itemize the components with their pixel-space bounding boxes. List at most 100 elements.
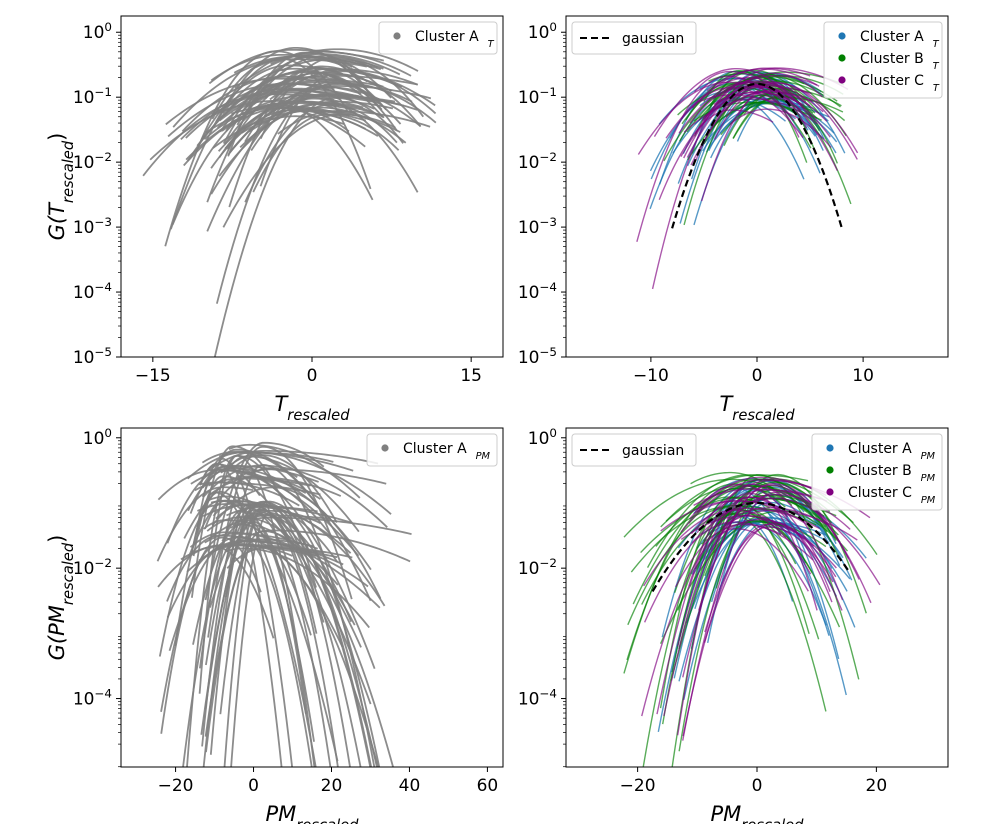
x-tick-label: 10 (852, 366, 874, 386)
series-line (236, 54, 378, 126)
legend-label: Cluster A PM (848, 441, 936, 462)
x-tick-label: 0 (752, 776, 763, 796)
x-tick-label: 20 (866, 776, 888, 796)
series-line (225, 547, 370, 629)
y-tick-label: 100 (83, 426, 112, 449)
x-tick-label: 0 (752, 366, 763, 386)
legend-label: Cluster B T (860, 51, 940, 72)
legend-box (378, 21, 498, 55)
legend-label: Cluster A T (860, 29, 940, 50)
panel-top-left: −15 0 15 10−5 10−4 10−3 10−2 10−1 100 Trescaled G(… (45, 15, 504, 424)
x-tick-label: −20 (620, 776, 656, 796)
y-axis-label: G(Trescaled) (45, 133, 77, 241)
series-line (656, 483, 844, 715)
y-tick-label: 10−2 (73, 150, 112, 173)
legend-marker (838, 76, 846, 84)
legend-marker (838, 54, 846, 62)
series-line (660, 500, 808, 532)
series-line (675, 523, 782, 588)
series-line (206, 540, 344, 566)
x-axis-label: PMrescaled (710, 802, 804, 824)
series-line (696, 484, 843, 611)
plot-area (142, 46, 437, 357)
legend-gaussian: gaussian (571, 21, 697, 55)
x-tick-label: 0 (248, 776, 259, 796)
series-line (728, 507, 828, 526)
series-line (689, 81, 811, 124)
series-line (718, 517, 833, 591)
legend-marker (838, 32, 846, 40)
series-line (662, 508, 820, 725)
y-tick-label: 10−2 (73, 556, 112, 579)
series-line (229, 516, 412, 535)
series-group-2 (641, 476, 881, 741)
series-line (256, 100, 394, 126)
axes-frame (120, 427, 504, 768)
x-axis-label: Trescaled (719, 392, 795, 424)
series-line (236, 529, 411, 563)
x-tick-label: −20 (158, 776, 194, 796)
y-tick-label: 10−2 (518, 556, 557, 579)
series-line (240, 509, 362, 767)
legend-box (823, 21, 943, 99)
legend-marker (381, 444, 389, 452)
x-tick-label: 60 (477, 776, 499, 796)
series-line (189, 531, 381, 609)
series-line (665, 474, 809, 522)
series-line (725, 101, 797, 118)
series-line (716, 90, 813, 118)
series-line (642, 512, 827, 767)
series-line (653, 67, 789, 137)
series-line (235, 500, 372, 767)
legend-label: Cluster A T (415, 29, 495, 50)
series-line (166, 468, 288, 544)
series-line (694, 67, 849, 135)
series-line (192, 475, 286, 557)
series-line (182, 535, 313, 767)
y-tick-label: 100 (528, 426, 557, 449)
series-line (208, 449, 379, 471)
legend-marker (826, 488, 834, 496)
series-line (204, 532, 319, 550)
series-line (250, 55, 353, 71)
series-line (186, 454, 316, 767)
legend: Cluster A T (378, 21, 498, 55)
series-line (686, 72, 823, 158)
x-tick-label: −15 (135, 366, 171, 386)
series-line (149, 100, 340, 161)
series-line (160, 545, 275, 734)
x-tick-label: 15 (460, 366, 482, 386)
series-line (227, 97, 419, 193)
series-line (698, 94, 776, 104)
gaussian-line (671, 82, 843, 229)
series-line (704, 526, 834, 633)
series-line (252, 113, 400, 193)
legend-box (571, 433, 697, 467)
y-tick-label: 10−3 (73, 215, 112, 238)
series-line (242, 83, 352, 118)
y-tick-label: 10−4 (73, 280, 112, 303)
y-tick-label: 10−5 (73, 345, 112, 368)
series-line (228, 443, 361, 499)
x-tick-label: 0 (307, 366, 318, 386)
series-line (160, 536, 262, 712)
series-line (224, 103, 374, 201)
series-line (676, 492, 818, 736)
y-tick-label: 10−5 (518, 345, 557, 368)
gaussian-line (651, 501, 851, 593)
series-line (691, 497, 881, 586)
series-line (211, 57, 372, 190)
series-line (270, 50, 412, 77)
y-tick-label: 10−4 (518, 687, 557, 710)
legend-marker (393, 32, 401, 40)
panel-top-right: −10 0 10 10−5 10−4 10−3 10−2 10−1 100 Trescaled Cl… (518, 15, 949, 424)
series-line (248, 75, 375, 101)
series-line (690, 489, 828, 535)
series-line (201, 448, 330, 523)
series-line (222, 113, 396, 228)
series-line (203, 464, 388, 528)
series-line (659, 510, 849, 644)
legend-label: gaussian (622, 443, 684, 459)
